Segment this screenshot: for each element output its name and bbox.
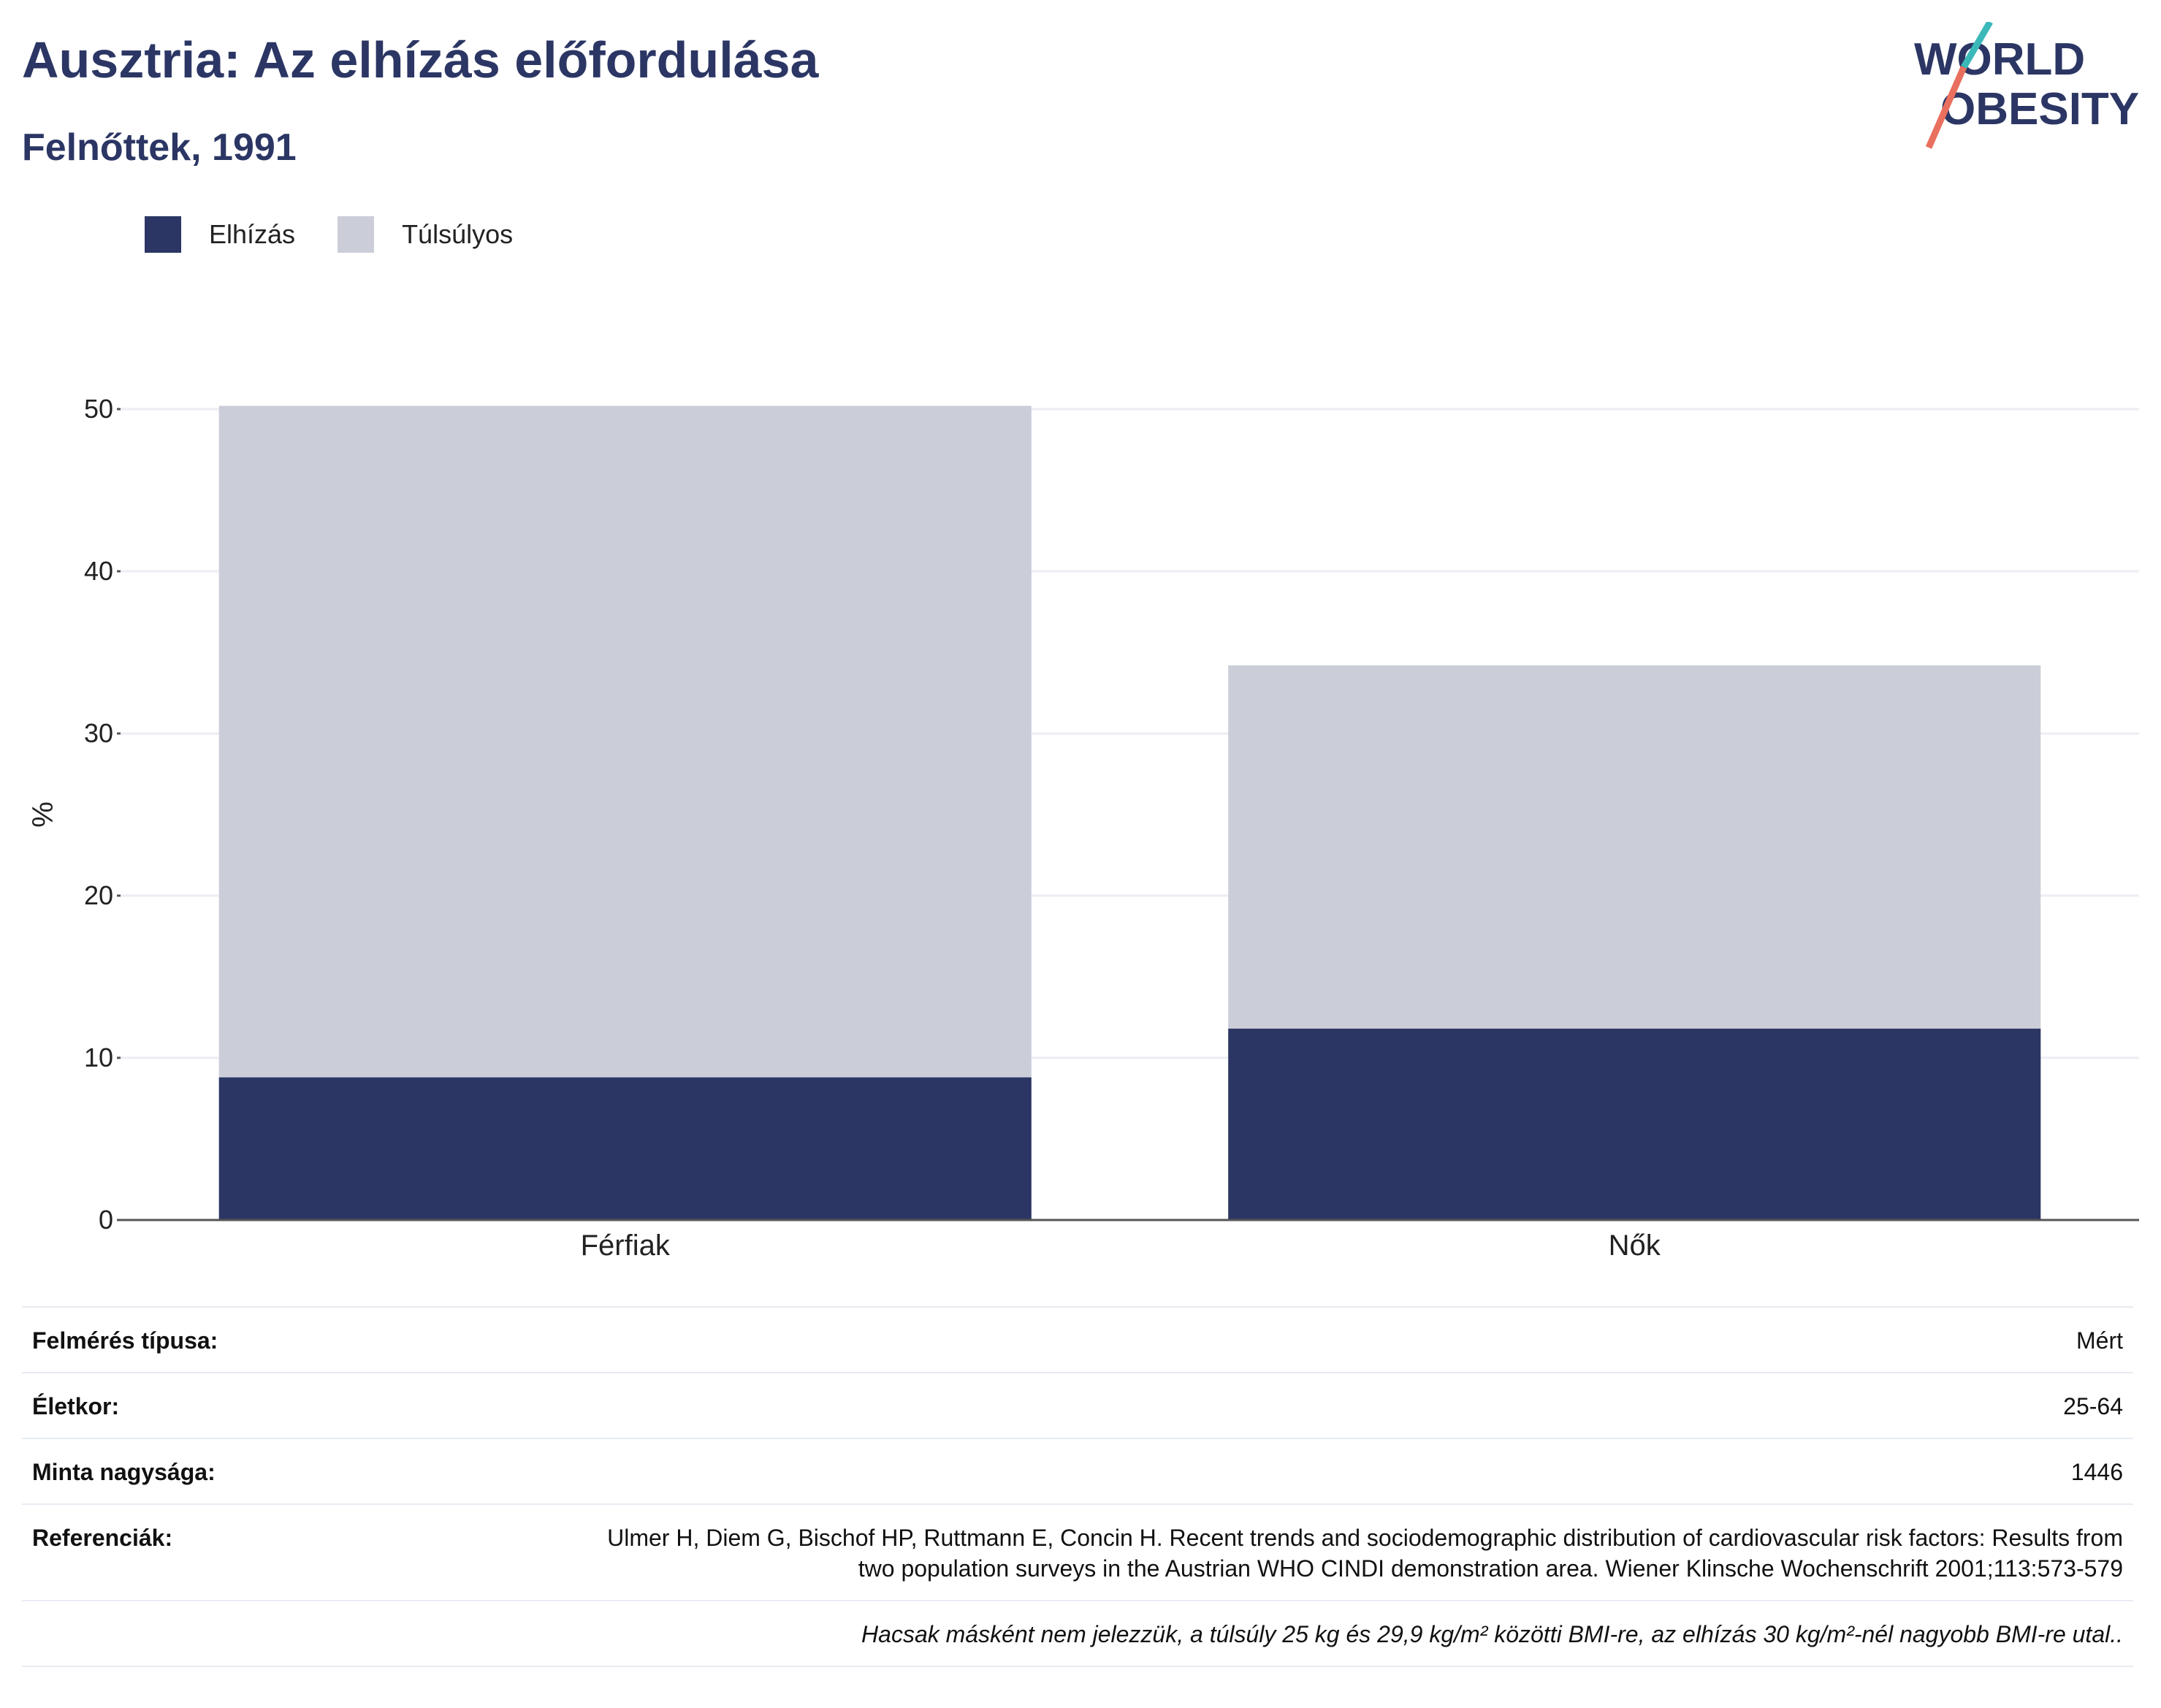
logo-coral-slash bbox=[1925, 66, 1967, 149]
bar-obesity-women bbox=[1228, 1029, 2041, 1220]
logo-line1: WORLD bbox=[1914, 34, 2085, 85]
x-tick-label: Nők bbox=[1609, 1229, 1661, 1262]
chart-subtitle: Felnőttek, 1991 bbox=[22, 126, 297, 169]
meta-label: Felmérés típusa: bbox=[32, 1327, 218, 1354]
legend-label-obesity: Elhízás bbox=[209, 219, 296, 249]
legend-item-overweight[interactable]: Túlsúlyos bbox=[338, 216, 513, 253]
y-tick-label: 0 bbox=[99, 1205, 113, 1235]
meta-value: 25-64 bbox=[2063, 1393, 2123, 1419]
meta-label: Életkor: bbox=[32, 1393, 120, 1419]
chart-legend: Elhízás Túlsúlyos bbox=[145, 216, 555, 253]
meta-row-note: Hacsak másként nem jelezzük, a túlsúly 2… bbox=[22, 1601, 2133, 1667]
y-tick-label: 10 bbox=[84, 1042, 113, 1072]
y-tick-label: 30 bbox=[84, 718, 113, 748]
logo-line2: OBESITY bbox=[1940, 84, 2139, 134]
meta-row-references: Referenciák: Ulmer H, Diem G, Bischof HP… bbox=[22, 1505, 2133, 1601]
meta-label: Minta nagysága: bbox=[32, 1459, 216, 1485]
y-tick-label: 40 bbox=[84, 556, 113, 586]
legend-item-obesity[interactable]: Elhízás bbox=[145, 216, 295, 253]
y-axis-title: % bbox=[27, 801, 59, 828]
bar-overweight-men bbox=[218, 405, 1032, 1078]
stacked-bar-chart: 0 10 20 30 40 50% Férfiak Nők bbox=[27, 394, 2139, 1262]
legend-label-overweight: Túlsúlyos bbox=[402, 219, 514, 249]
meta-row-survey-type: Felmérés típusa: Mért bbox=[22, 1308, 2133, 1373]
meta-label: Referenciák: bbox=[32, 1525, 173, 1551]
bar-obesity-men bbox=[218, 1077, 1032, 1220]
x-tick-label: Férfiak bbox=[581, 1229, 671, 1262]
chart-title: Ausztria: Az elhízás előfordulása bbox=[22, 31, 819, 88]
y-tick-label: 50 bbox=[84, 394, 113, 424]
bar-overweight-women bbox=[1228, 665, 2041, 1029]
legend-swatch-overweight bbox=[338, 216, 375, 253]
logo-teal-slash bbox=[1961, 22, 1993, 69]
bmi-note: Hacsak másként nem jelezzük, a túlsúly 2… bbox=[861, 1621, 2123, 1647]
y-tick-label: 20 bbox=[84, 880, 113, 910]
world-obesity-logo: WORLD OBESITY bbox=[1914, 22, 2139, 149]
legend-swatch-obesity bbox=[145, 216, 181, 253]
reference-text: Ulmer H, Diem G, Bischof HP, Ruttmann E,… bbox=[607, 1525, 2123, 1582]
metadata-table: Felmérés típusa: Mért Életkor: 25-64 Min… bbox=[22, 1306, 2133, 1667]
meta-value: 1446 bbox=[2070, 1459, 2123, 1485]
meta-row-age: Életkor: 25-64 bbox=[22, 1373, 2133, 1439]
meta-row-sample-size: Minta nagysága: 1446 bbox=[22, 1439, 2133, 1505]
meta-value: Mért bbox=[2076, 1327, 2123, 1354]
